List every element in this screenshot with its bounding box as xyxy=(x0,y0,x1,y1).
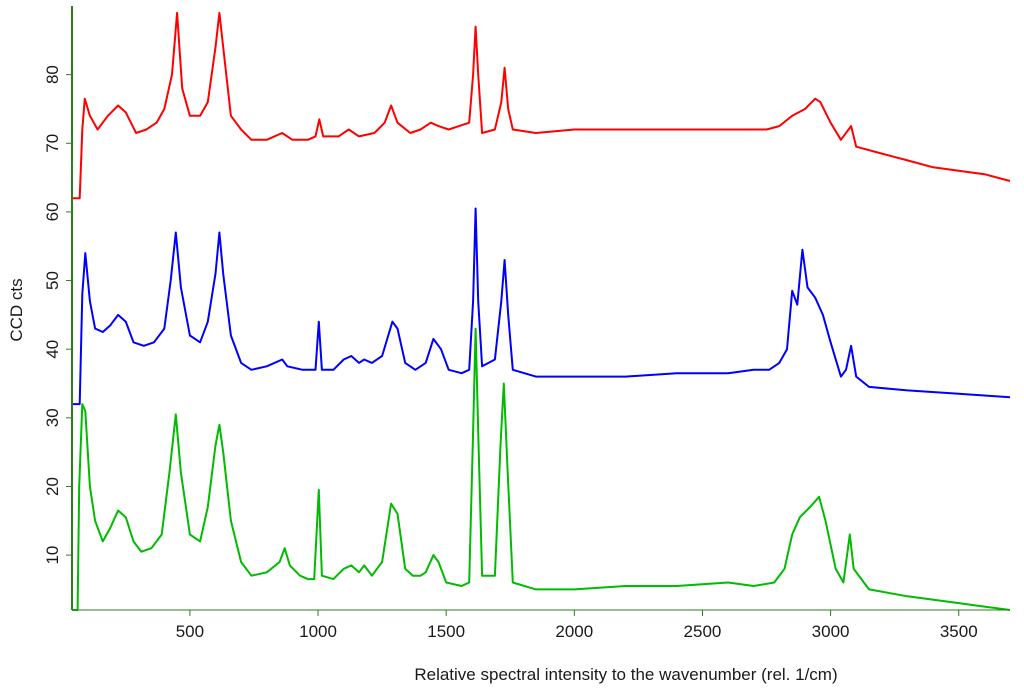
x-tick-label: 3000 xyxy=(812,622,850,641)
x-tick-label: 2500 xyxy=(684,622,722,641)
x-tick-label: 3500 xyxy=(940,622,978,641)
y-tick-label: 50 xyxy=(43,271,62,290)
x-tick-label: 500 xyxy=(176,622,204,641)
series-line-2 xyxy=(72,207,1011,406)
y-tick-label: 10 xyxy=(43,546,62,565)
x-axis-title: Relative spectral intensity to the waven… xyxy=(414,665,837,684)
y-axis-ticks: 10 20 30 40 50 60 70 80 xyxy=(43,65,72,565)
x-tick-label: 2000 xyxy=(555,622,593,641)
y-tick-label: 80 xyxy=(43,65,62,84)
y-axis-title: CCD cts xyxy=(7,278,26,341)
y-tick-label: 40 xyxy=(43,340,62,359)
x-axis-ticks: 500 1000 1500 2000 2500 3000 3500 xyxy=(176,610,978,641)
y-tick-label: 30 xyxy=(43,408,62,427)
plot-lines xyxy=(72,11,1011,611)
x-tick-label: 1500 xyxy=(427,622,465,641)
series-line-3 xyxy=(72,327,1011,611)
x-tick-label: 1000 xyxy=(299,622,337,641)
y-tick-label: 60 xyxy=(43,202,62,221)
y-tick-label: 70 xyxy=(43,134,62,153)
y-tick-label: 20 xyxy=(43,477,62,496)
series-line-1 xyxy=(72,11,1011,200)
